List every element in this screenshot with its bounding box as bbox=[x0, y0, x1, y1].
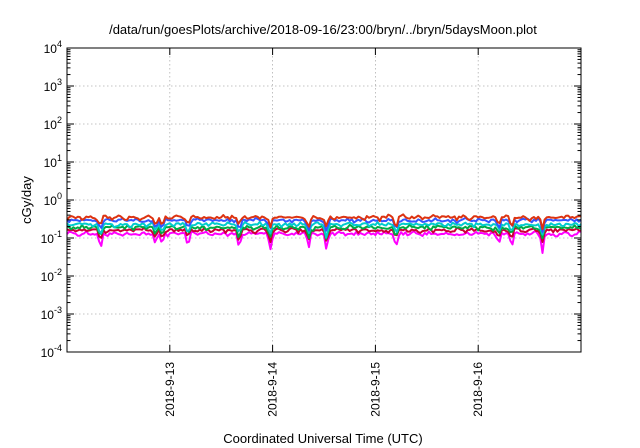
x-tick-label: 2018-9-15 bbox=[368, 362, 382, 417]
x-tick-label: 2018-9-13 bbox=[163, 362, 177, 417]
y-tick-label: 100 bbox=[44, 191, 62, 208]
y-tick-label: 103 bbox=[44, 77, 62, 94]
y-tick-label: 101 bbox=[44, 153, 62, 170]
y-axis: 10-4 10-3 10-2 10-1 100 101 102 103 104 bbox=[41, 39, 581, 360]
y-tick-label: 10-3 bbox=[41, 305, 62, 322]
y-tick-label: 10-4 bbox=[41, 343, 62, 360]
x-tick-label: 2018-9-14 bbox=[266, 362, 280, 417]
x-axis-label: Coordinated Universal Time (UTC) bbox=[223, 431, 422, 446]
series-line bbox=[66, 213, 581, 231]
y-tick-label: 10-2 bbox=[41, 267, 62, 284]
y-axis-label: cGy/day bbox=[19, 176, 34, 224]
chart-title: /data/run/goesPlots/archive/2018-09-16/2… bbox=[109, 22, 537, 37]
grid bbox=[67, 48, 581, 352]
x-axis: 2018-9-13 2018-9-14 2018-9-15 2018-9-16 bbox=[163, 48, 485, 417]
x-tick-label: 2018-9-16 bbox=[471, 362, 485, 417]
series-layer bbox=[66, 213, 582, 254]
y-tick-label: 102 bbox=[44, 115, 62, 132]
y-tick-label: 10-1 bbox=[41, 229, 62, 246]
y-tick-label: 104 bbox=[44, 39, 62, 56]
